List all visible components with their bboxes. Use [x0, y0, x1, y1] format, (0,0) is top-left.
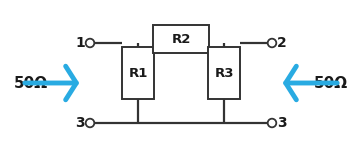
Text: R2: R2	[171, 33, 191, 46]
Text: 50Ω: 50Ω	[14, 76, 48, 90]
Circle shape	[268, 38, 277, 47]
Text: 50Ω: 50Ω	[314, 76, 348, 90]
Text: R1: R1	[128, 66, 148, 80]
Bar	[122, 47, 154, 99]
Circle shape	[85, 118, 94, 128]
Circle shape	[269, 120, 275, 126]
Circle shape	[87, 120, 93, 126]
Bar	[208, 47, 240, 99]
Circle shape	[85, 38, 94, 47]
Text: R3: R3	[214, 66, 234, 80]
Text: 3: 3	[75, 116, 85, 130]
Text: 3: 3	[277, 116, 287, 130]
Bar	[153, 25, 209, 53]
Text: 2: 2	[277, 36, 287, 50]
Circle shape	[269, 40, 275, 46]
Text: 1: 1	[75, 36, 85, 50]
Circle shape	[87, 40, 93, 46]
Circle shape	[268, 118, 277, 128]
